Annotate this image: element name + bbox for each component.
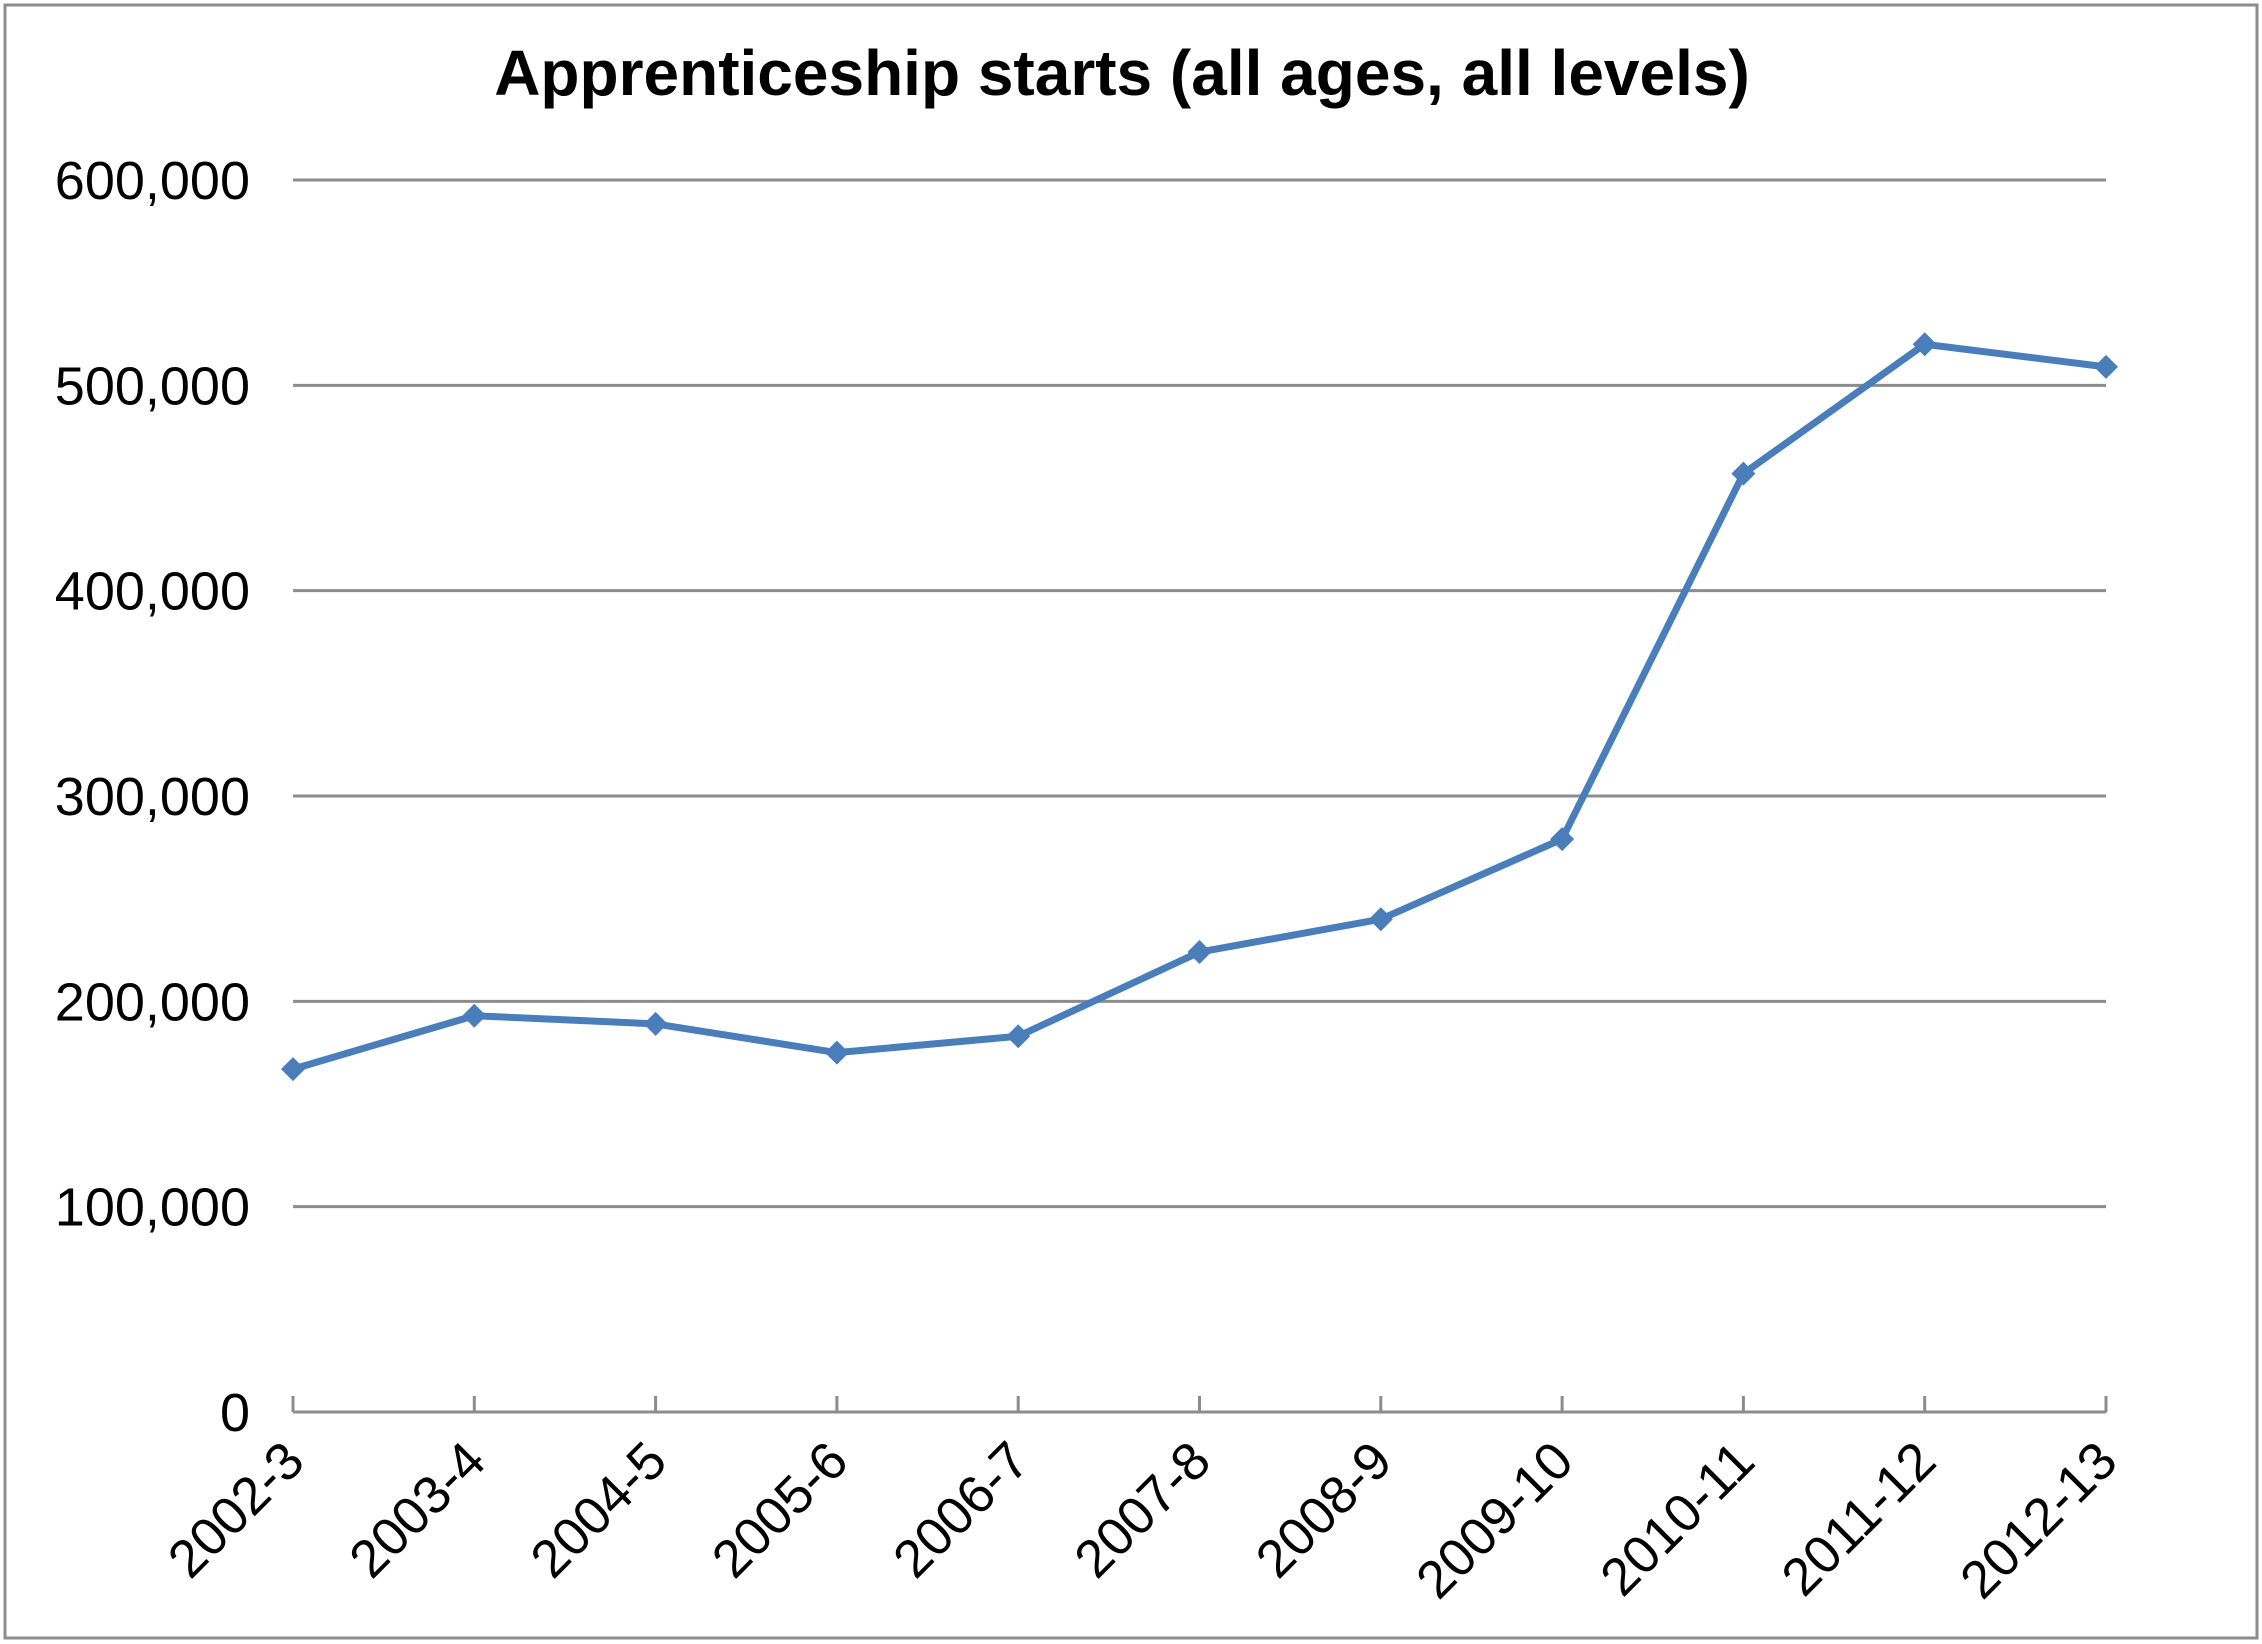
diamond-marker-icon [1187,940,1212,965]
y-axis-labels: 0 100,000 200,000 300,000 400,000 500,000 600,… [55,151,250,1443]
diamond-marker-icon [2094,354,2118,379]
y-tick-label: 100,000 [55,1178,250,1238]
diamond-marker-icon [462,1003,487,1028]
x-axis [291,1396,2108,1414]
chart-title: Apprenticeship starts (all ages, all lev… [494,37,1750,109]
data-series [281,332,2118,1082]
y-tick-label: 400,000 [55,562,250,622]
y-tick-label: 200,000 [55,972,250,1032]
diamond-marker-icon [1368,907,1393,932]
diamond-marker-icon [1550,827,1575,852]
diamond-marker-icon [643,1011,668,1036]
y-tick-label: 0 [220,1383,250,1443]
diamond-marker-icon [1006,1024,1031,1049]
y-tick-label: 600,000 [55,151,250,211]
diamond-marker-icon [1912,332,1937,357]
diamond-marker-icon [824,1040,849,1065]
diamond-marker-icon [1731,461,1756,486]
y-tick-label: 500,000 [55,356,250,416]
diamond-marker-icon [281,1057,305,1082]
chart-border [3,3,2259,1640]
y-tick-label: 300,000 [55,767,250,827]
gridlines [293,178,2106,1209]
